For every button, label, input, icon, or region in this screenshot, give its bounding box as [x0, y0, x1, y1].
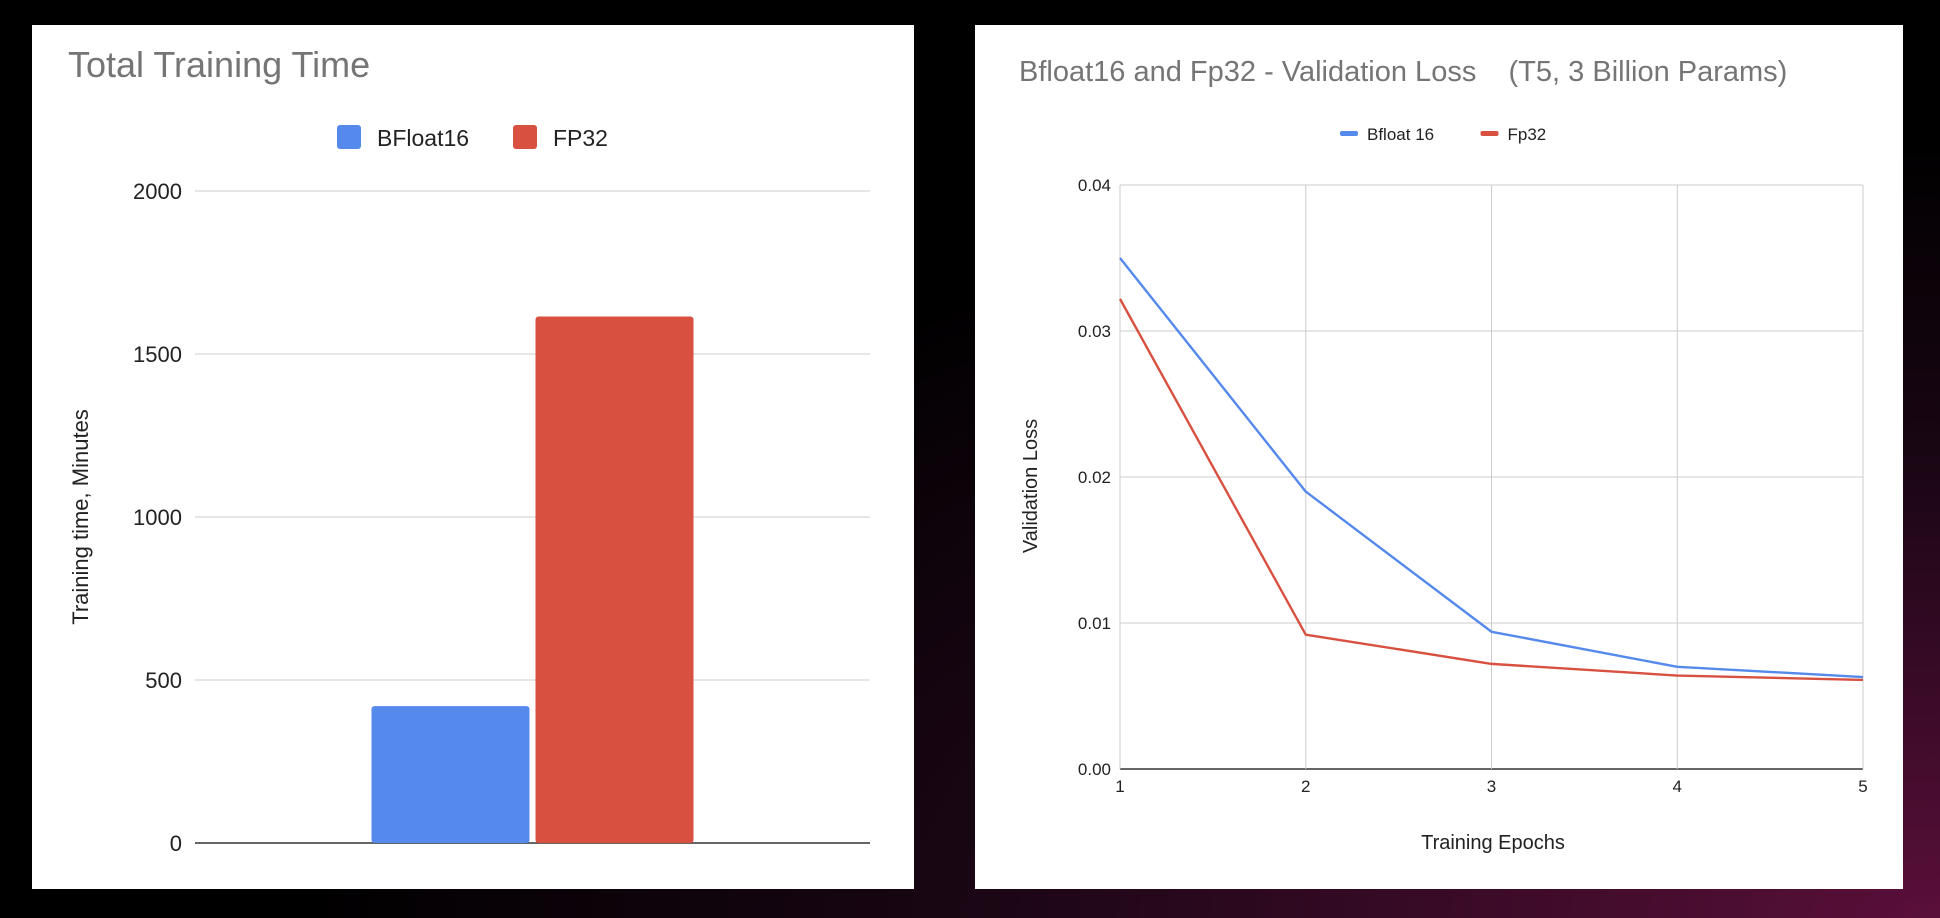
line-y-tick-label: 0.00 [1078, 760, 1111, 779]
line-legend-swatch-fp32 [1480, 131, 1499, 136]
line-legend-label-bfloat-16: Bfloat 16 [1367, 125, 1434, 144]
line-legend-label-fp32: Fp32 [1508, 125, 1547, 144]
bar-chart-gridlines [195, 190, 870, 844]
line-chart-x-axis-label: Training Epochs [1421, 832, 1565, 854]
bar-fp32 [535, 316, 694, 843]
bar-y-tick-label: 0 [170, 831, 182, 856]
line-x-tick-label: 5 [1858, 777, 1867, 796]
bar-chart-bars [371, 316, 694, 843]
training-time-bar-chart: Total Training Time BFloat16 FP32 0 500 100… [68, 44, 870, 856]
line-series-fp32 [1118, 298, 1864, 682]
bar-y-tick-label: 2000 [133, 179, 182, 204]
line-y-tick-label: 0.04 [1078, 176, 1111, 195]
bar-chart-legend: BFloat16 FP32 [337, 125, 608, 151]
bar-y-tick-label: 1000 [133, 505, 182, 530]
bar-legend-swatch-fp32 [513, 125, 537, 149]
line-legend-swatch-bfloat-16 [1340, 131, 1358, 136]
line-x-tick-label: 1 [1115, 777, 1124, 796]
line-chart-gridlines [1119, 184, 1864, 770]
bar-chart-y-ticks: 0 500 1000 1500 2000 [133, 179, 182, 856]
bar-legend-swatch-bfloat16 [337, 125, 361, 149]
line-chart-panel: Bfloat16 and Fp32 - Validation Loss (T5,… [975, 25, 1903, 889]
line-chart-ticks: 0.00 0.01 0.02 0.03 0.04 1 2 3 4 5 [1078, 176, 1868, 796]
line-x-tick-label: 2 [1301, 777, 1310, 796]
validation-loss-line-chart: Bfloat16 and Fp32 - Validation Loss (T5,… [1019, 56, 1868, 854]
line-chart-y-axis-label: Validation Loss [1020, 419, 1042, 553]
bar-legend-label-fp32: FP32 [553, 125, 608, 151]
bar-chart-title: Total Training Time [68, 44, 370, 85]
bar-y-tick-label: 1500 [133, 342, 182, 367]
line-y-tick-label: 0.03 [1078, 322, 1111, 341]
line-series-bfloat-16 [1119, 257, 1864, 679]
line-chart-legend: Bfloat 16 Fp32 [1340, 125, 1546, 144]
bar-chart-y-axis-label: Training time, Minutes [68, 409, 93, 625]
line-y-tick-label: 0.02 [1078, 468, 1111, 487]
line-y-tick-label: 0.01 [1078, 614, 1111, 633]
line-x-tick-label: 3 [1487, 777, 1496, 796]
line-chart-title: Bfloat16 and Fp32 - Validation Loss (T5,… [1019, 56, 1787, 88]
line-x-tick-label: 4 [1673, 777, 1682, 796]
bar-y-tick-label: 500 [145, 668, 182, 693]
bar-legend-label-bfloat16: BFloat16 [377, 125, 469, 151]
line-chart-series [1118, 257, 1864, 682]
bar-chart-panel: Total Training Time BFloat16 FP32 0 500 100… [32, 25, 914, 889]
bar-bfloat16 [371, 706, 530, 843]
